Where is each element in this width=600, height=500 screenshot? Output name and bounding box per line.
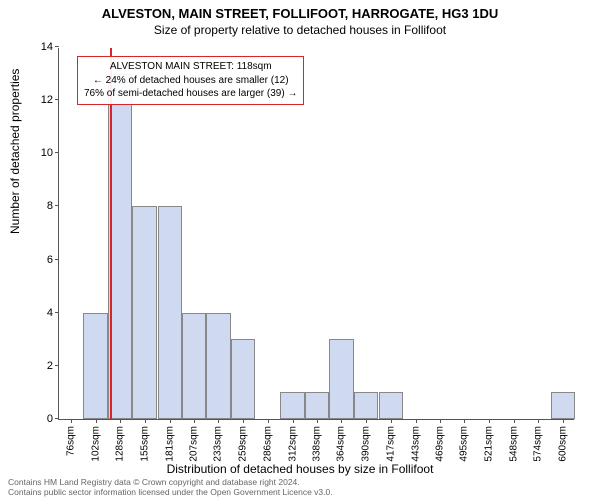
x-tick-label: 600sqm xyxy=(557,426,568,462)
x-tick-mark xyxy=(341,419,342,423)
x-tick-mark xyxy=(317,419,318,423)
x-tick-label: 390sqm xyxy=(360,426,371,462)
x-tick-label: 155sqm xyxy=(140,426,151,462)
x-tick-label: 286sqm xyxy=(263,426,274,462)
x-tick-label: 128sqm xyxy=(114,426,125,462)
x-tick-label: 417sqm xyxy=(386,426,397,462)
histogram-bar xyxy=(158,206,182,419)
footer-attribution: Contains HM Land Registry data © Crown c… xyxy=(8,478,333,498)
y-tick-label: 12 xyxy=(41,94,59,106)
x-tick-label: 102sqm xyxy=(90,426,101,462)
x-tick-mark xyxy=(514,419,515,423)
x-tick-label: 338sqm xyxy=(312,426,323,462)
x-tick-mark xyxy=(293,419,294,423)
x-tick-mark xyxy=(145,419,146,423)
plot-area: 0246810121476sqm102sqm128sqm155sqm181sqm… xyxy=(58,48,574,420)
x-tick-mark xyxy=(194,419,195,423)
y-tick-mark xyxy=(55,365,59,366)
y-tick-mark xyxy=(55,312,59,313)
x-tick-mark xyxy=(366,419,367,423)
y-tick-mark xyxy=(55,152,59,153)
histogram-bar xyxy=(354,392,378,419)
y-tick-label: 14 xyxy=(41,41,59,53)
x-tick-mark xyxy=(416,419,417,423)
x-tick-mark xyxy=(96,419,97,423)
y-tick-label: 2 xyxy=(47,360,59,372)
annotation-box: ALVESTON MAIN STREET: 118sqm← 24% of det… xyxy=(77,56,304,105)
chart-title-main: ALVESTON, MAIN STREET, FOLLIFOOT, HARROG… xyxy=(0,0,600,21)
x-tick-mark xyxy=(170,419,171,423)
y-axis-label: Number of detached properties xyxy=(8,69,22,234)
y-tick-label: 10 xyxy=(41,147,59,159)
annotation-line: 76% of semi-detached houses are larger (… xyxy=(84,87,297,101)
x-tick-label: 364sqm xyxy=(336,426,347,462)
y-tick-label: 8 xyxy=(47,200,59,212)
histogram-bar xyxy=(206,313,230,419)
x-tick-label: 312sqm xyxy=(287,426,298,462)
chart-container: ALVESTON, MAIN STREET, FOLLIFOOT, HARROG… xyxy=(0,0,600,500)
histogram-bar xyxy=(182,313,206,419)
x-tick-label: 495sqm xyxy=(459,426,470,462)
footer-line-2: Contains public sector information licen… xyxy=(8,488,333,498)
y-tick-mark xyxy=(55,205,59,206)
x-tick-label: 469sqm xyxy=(434,426,445,462)
x-axis-label: Distribution of detached houses by size … xyxy=(0,462,600,476)
histogram-bar xyxy=(231,339,255,419)
histogram-bar xyxy=(551,392,575,419)
y-tick-label: 0 xyxy=(47,413,59,425)
x-tick-label: 76sqm xyxy=(66,426,77,456)
x-tick-mark xyxy=(243,419,244,423)
x-tick-label: 181sqm xyxy=(164,426,175,462)
y-tick-mark xyxy=(55,259,59,260)
histogram-bar xyxy=(132,206,156,419)
chart-plot-wrap: 0246810121476sqm102sqm128sqm155sqm181sqm… xyxy=(58,48,574,420)
x-tick-mark xyxy=(268,419,269,423)
x-tick-mark xyxy=(120,419,121,423)
x-tick-mark xyxy=(464,419,465,423)
chart-title-sub: Size of property relative to detached ho… xyxy=(0,21,600,37)
x-tick-label: 443sqm xyxy=(410,426,421,462)
histogram-bar xyxy=(379,392,403,419)
x-tick-mark xyxy=(489,419,490,423)
x-tick-label: 207sqm xyxy=(189,426,200,462)
y-tick-label: 4 xyxy=(47,307,59,319)
x-tick-label: 574sqm xyxy=(533,426,544,462)
y-tick-mark xyxy=(55,99,59,100)
x-tick-label: 259sqm xyxy=(237,426,248,462)
x-tick-label: 548sqm xyxy=(509,426,520,462)
annotation-line: ← 24% of detached houses are smaller (12… xyxy=(84,74,297,88)
x-tick-mark xyxy=(538,419,539,423)
x-tick-mark xyxy=(71,419,72,423)
histogram-bar xyxy=(280,392,304,419)
histogram-bar xyxy=(83,313,107,419)
x-tick-mark xyxy=(440,419,441,423)
y-tick-mark xyxy=(55,418,59,419)
x-tick-mark xyxy=(218,419,219,423)
y-tick-label: 6 xyxy=(47,254,59,266)
histogram-bar xyxy=(329,339,353,419)
x-tick-mark xyxy=(563,419,564,423)
x-tick-mark xyxy=(391,419,392,423)
x-tick-label: 521sqm xyxy=(483,426,494,462)
histogram-bar xyxy=(305,392,329,419)
x-tick-label: 233sqm xyxy=(213,426,224,462)
annotation-line: ALVESTON MAIN STREET: 118sqm xyxy=(84,60,297,74)
y-tick-mark xyxy=(55,46,59,47)
